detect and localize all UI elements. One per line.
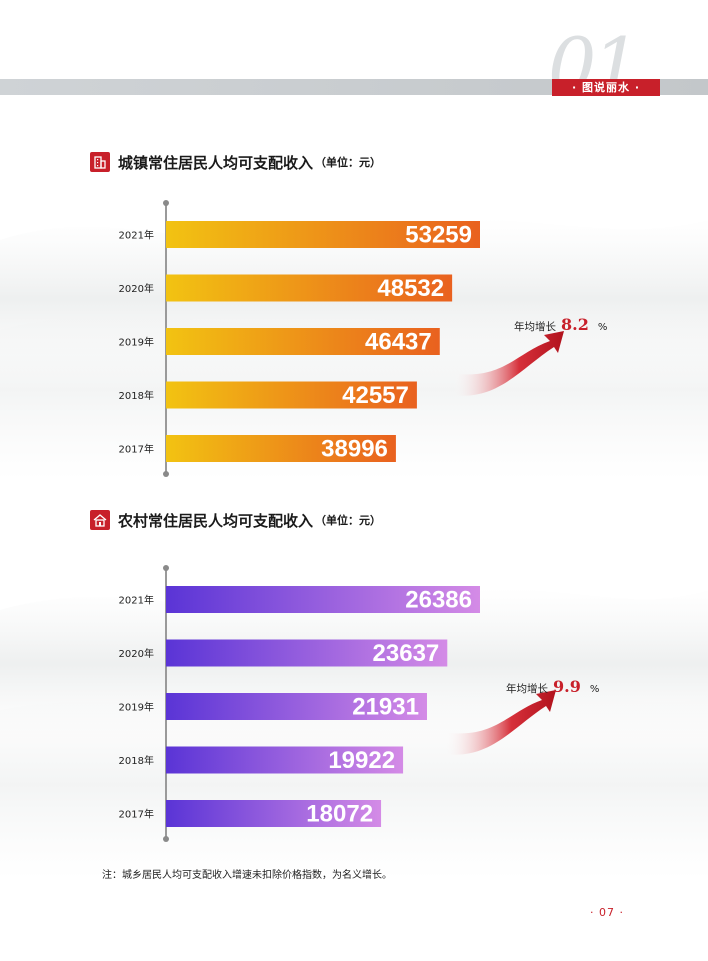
urban-growth-annotation: 年均增长 8.2 % (514, 315, 607, 334)
category-label: 2017年 (119, 443, 154, 456)
category-label: 2019年 (119, 336, 154, 349)
bar-value-label: 21931 (352, 694, 419, 721)
urban-income-chart: 53259 2021年 48532 2020年 46437 2019年 42557 2018年… (119, 200, 564, 477)
bar-value-label: 42557 (342, 382, 409, 409)
rural-unit: （单位：元） (315, 514, 382, 527)
bar (166, 274, 453, 302)
bar-value-label: 26386 (405, 587, 472, 614)
category-label: 2019年 (119, 701, 154, 714)
axis-top-dot (163, 200, 169, 206)
axis-bottom-dot (163, 836, 169, 842)
bar (166, 800, 382, 827)
category-label: 2020年 (119, 647, 154, 660)
urban-title: 城镇常住居民人均可支配收入 (118, 153, 314, 172)
category-label: 2018年 (119, 754, 154, 767)
bar-value-label: 19922 (328, 747, 395, 774)
farmhouse-icon (90, 510, 110, 530)
bar-value-label: 18072 (306, 801, 373, 828)
growth-arrow (444, 690, 556, 755)
category-label: 2018年 (119, 389, 154, 402)
building-icon (90, 152, 110, 172)
bar (166, 381, 417, 409)
urban-section-title: 城镇常住居民人均可支配收入 （单位：元） (90, 151, 381, 173)
bar (166, 586, 480, 613)
bar-value-label: 46437 (365, 329, 432, 356)
bar (166, 639, 448, 667)
page-number: · 07 · (590, 906, 624, 919)
urban-growth-label: 年均增长 (514, 321, 556, 333)
rural-section-title: 农村常住居民人均可支配收入 （单位：元） (90, 509, 381, 531)
bar (166, 328, 440, 355)
urban-growth-rate: 8.2 (561, 315, 589, 334)
bar (166, 746, 404, 774)
rural-growth-label: 年均增长 (506, 683, 548, 695)
bar-value-label: 23637 (373, 640, 440, 667)
rural-growth-annotation: 年均增长 9.9 % (506, 677, 599, 696)
rural-title: 农村常住居民人均可支配收入 (118, 511, 314, 530)
bar (166, 693, 427, 720)
axis-bottom-dot (163, 471, 169, 477)
growth-arrow (452, 331, 564, 396)
bar-value-label: 38996 (321, 436, 388, 463)
bar-value-label: 48532 (377, 275, 444, 302)
category-label: 2017年 (119, 808, 154, 821)
urban-growth-unit: % (597, 322, 608, 333)
bar (166, 221, 480, 248)
chapter-tag: · 图说丽水 · (552, 79, 660, 96)
category-label: 2021年 (119, 594, 154, 607)
bar-value-label: 53259 (405, 222, 472, 249)
footnote: 注：城乡居民人均可支配收入增速未扣除价格指数，为名义增长。 (102, 870, 392, 881)
header-band (0, 79, 708, 95)
bar (166, 435, 396, 462)
axis-top-dot (163, 565, 169, 571)
rural-income-chart: 26386 2021年 23637 2020年 21931 2019年 19922 2018年… (119, 565, 556, 842)
category-label: 2021年 (119, 229, 154, 242)
rural-growth-unit: % (589, 684, 600, 695)
category-label: 2020年 (119, 282, 154, 295)
urban-unit: （单位：元） (315, 156, 382, 169)
rural-growth-rate: 9.9 (553, 677, 581, 696)
